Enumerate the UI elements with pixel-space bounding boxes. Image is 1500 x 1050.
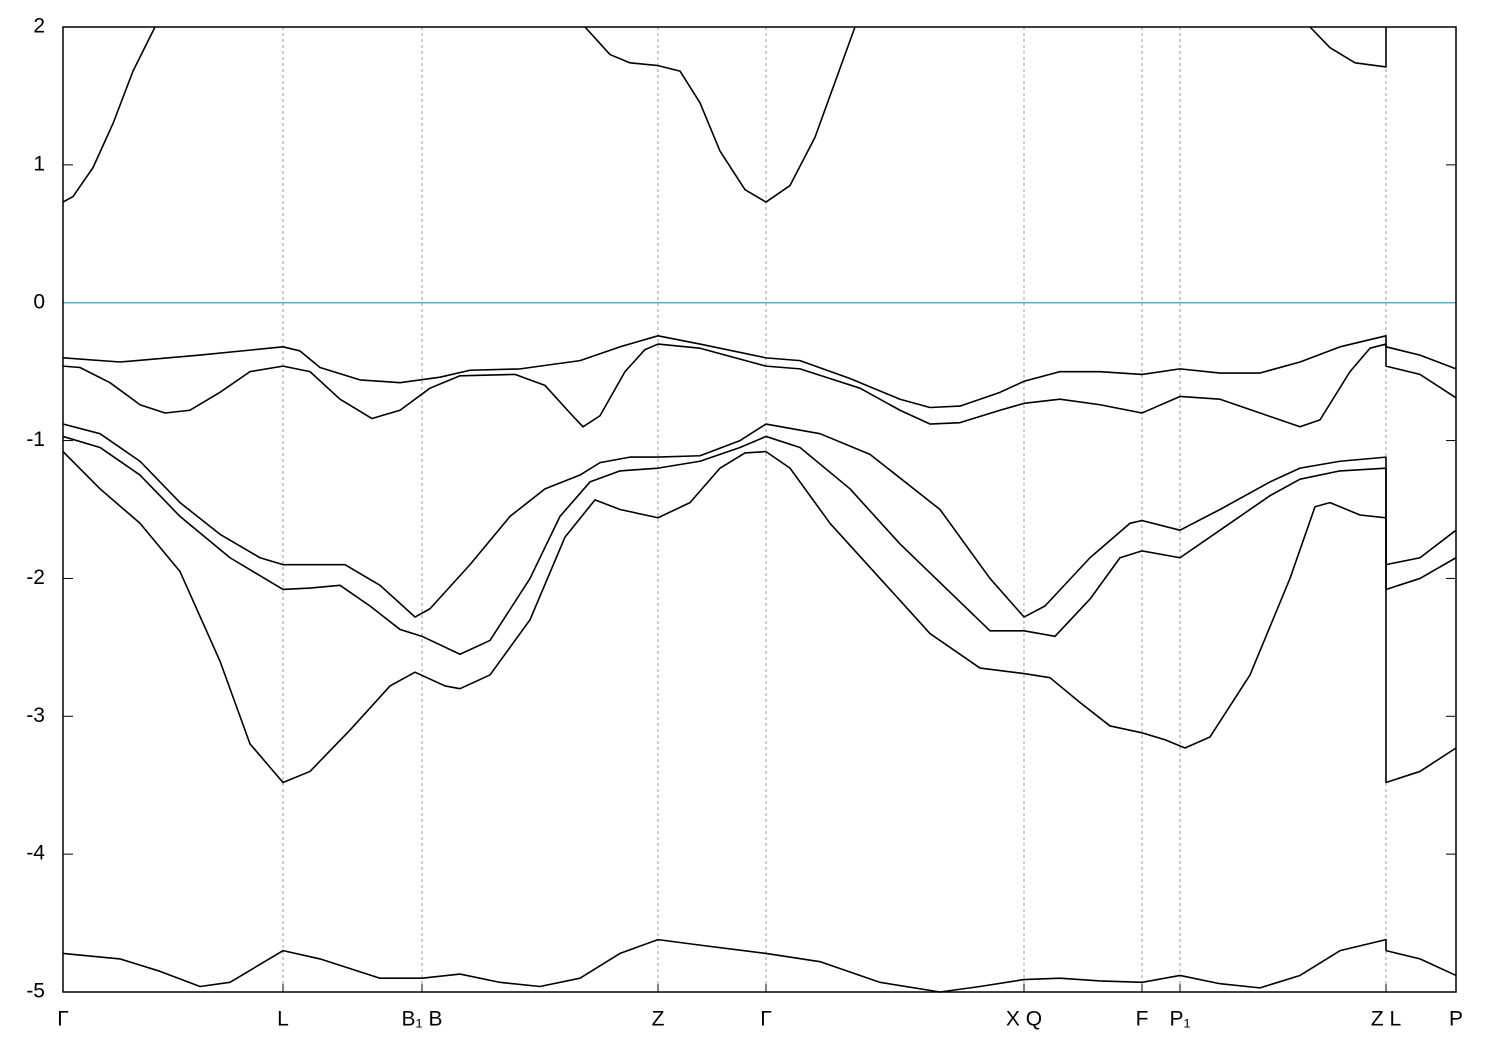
plot-frame bbox=[62, 26, 1457, 993]
y-tick-label: 0 bbox=[33, 290, 45, 313]
x-tick-label: Z L bbox=[1371, 1008, 1401, 1031]
band-line bbox=[62, 343, 1457, 428]
x-tick-label: X Q bbox=[1006, 1008, 1042, 1031]
y-tick-label: -2 bbox=[26, 566, 45, 589]
x-tick-label: Γ bbox=[57, 1008, 69, 1031]
band-line bbox=[62, 938, 1457, 993]
x-tick-label: P bbox=[1449, 1008, 1463, 1031]
x-tick-label: F bbox=[1136, 1008, 1149, 1031]
y-tick-label: -1 bbox=[26, 428, 45, 451]
x-tick-label: P₁ bbox=[1169, 1008, 1190, 1031]
x-tick-label: Z bbox=[652, 1008, 665, 1031]
band-line bbox=[62, 450, 1457, 784]
y-tick-label: -4 bbox=[26, 842, 45, 865]
band-line bbox=[62, 423, 1457, 618]
band-line bbox=[62, 26, 1387, 203]
x-tick-label: B₁ B bbox=[402, 1008, 443, 1031]
y-tick-label: 2 bbox=[33, 15, 45, 38]
y-tick-label: 1 bbox=[33, 152, 45, 175]
band-line bbox=[62, 335, 1457, 409]
y-tick-label: -5 bbox=[26, 980, 45, 1003]
x-tick-label: Γ bbox=[760, 1008, 772, 1031]
x-tick-label: L bbox=[277, 1008, 289, 1031]
band-line bbox=[62, 435, 1457, 656]
y-tick-label: -3 bbox=[26, 704, 45, 727]
